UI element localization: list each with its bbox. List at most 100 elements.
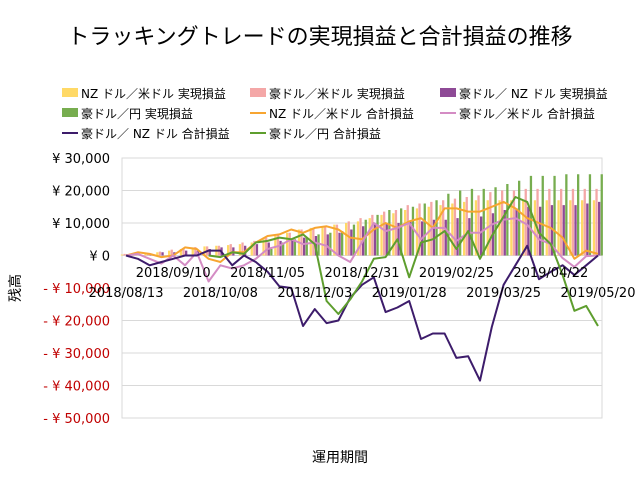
- bar: [265, 237, 268, 256]
- bar: [480, 216, 483, 256]
- bar: [191, 247, 194, 256]
- bar: [451, 203, 454, 256]
- bar: [453, 198, 457, 256]
- bar: [373, 224, 377, 256]
- bar: [447, 193, 450, 256]
- legend: NZ ドル／米ドル 実現損益 豪ドル／米ドル 実現損益 豪ドル／ NZ ドル 実現損…: [62, 86, 608, 141]
- y-tick-label: ¥ 20,000: [52, 185, 110, 200]
- bar: [524, 188, 527, 256]
- bar: [406, 205, 409, 256]
- bar: [168, 250, 171, 256]
- legend-swatch: [62, 88, 78, 97]
- bar: [444, 219, 447, 256]
- bar: [571, 188, 575, 256]
- bar: [282, 242, 285, 256]
- bar: [156, 252, 159, 256]
- bar: [598, 201, 601, 256]
- bar: [293, 239, 297, 256]
- x-tick-label: 2018/11/05: [230, 266, 305, 281]
- bar: [368, 218, 371, 256]
- bar: [120, 254, 124, 256]
- x-tick-label: 2018/08/13: [89, 286, 164, 301]
- x-axis-ticks: 2018/08/13 2018/09/10 2018/10/08 2018/11/05…: [89, 266, 636, 301]
- bar: [498, 200, 501, 256]
- bar: [321, 226, 324, 256]
- bar: [512, 190, 516, 256]
- bar: [338, 232, 341, 256]
- bar: [592, 200, 596, 256]
- bar: [253, 240, 256, 256]
- bar: [371, 214, 374, 256]
- legend-label: 豪ドル／円 合計損益: [269, 126, 381, 141]
- series-line: [125, 200, 599, 263]
- bar: [288, 232, 291, 256]
- bar: [583, 188, 586, 256]
- bar: [423, 203, 426, 256]
- bar: [600, 174, 603, 256]
- legend-label: NZ ドル／米ドル 実現損益: [81, 86, 226, 101]
- bar: [383, 211, 386, 256]
- series-line: [208, 196, 599, 327]
- bar: [400, 208, 403, 256]
- bar: [276, 234, 280, 256]
- bar: [286, 232, 289, 256]
- bar: [347, 221, 350, 256]
- legend-swatch: [440, 88, 456, 97]
- bar: [418, 203, 421, 256]
- bar: [305, 237, 308, 256]
- y-tick-label: ¥ 30,000: [52, 152, 110, 167]
- y-tick-label: - ¥ 20,000: [43, 315, 110, 330]
- legend-label: 豪ドル／円 実現損益: [81, 106, 193, 121]
- bar: [529, 175, 533, 256]
- bar: [388, 210, 391, 256]
- bar: [468, 218, 471, 256]
- x-tick-label: 2018/10/08: [183, 286, 258, 301]
- x-tick-label: 2019/04/22: [513, 266, 588, 281]
- bar: [562, 205, 565, 256]
- bar: [203, 246, 206, 256]
- bar: [303, 237, 306, 256]
- bar: [456, 218, 459, 256]
- legend-label: 豪ドル／ NZ ドル 実現損益: [459, 86, 608, 101]
- bar: [182, 248, 185, 256]
- y-tick-label: ¥ 10,000: [52, 217, 110, 232]
- bar: [515, 208, 518, 256]
- bar: [170, 249, 173, 256]
- bar: [470, 188, 474, 256]
- bar: [341, 231, 344, 256]
- bar: [394, 210, 398, 256]
- bar: [411, 206, 415, 256]
- y-tick-label: ¥ 0: [89, 250, 110, 265]
- bar: [541, 175, 544, 256]
- bar: [123, 253, 126, 256]
- bar: [501, 190, 504, 256]
- bar: [161, 252, 164, 256]
- bar: [489, 192, 492, 256]
- bar: [581, 200, 584, 256]
- bar: [250, 242, 253, 256]
- bar: [185, 250, 188, 256]
- chart-title: トラッキングトレードの実現損益と合計損益の推移: [67, 25, 572, 50]
- bar: [459, 190, 462, 256]
- bar: [557, 200, 560, 256]
- bar: [409, 221, 412, 256]
- bar: [227, 245, 230, 256]
- bar: [439, 205, 442, 256]
- bar: [345, 223, 348, 256]
- bar: [359, 218, 362, 256]
- bar: [577, 174, 580, 256]
- bar: [229, 244, 232, 256]
- bar: [255, 244, 259, 256]
- bar: [569, 200, 572, 256]
- y-axis-ticks: ¥ 30,000 ¥ 20,000 ¥ 10,000 ¥ 0 - ¥ 10,000 - ¥…: [43, 152, 110, 427]
- bar: [404, 210, 407, 256]
- bar: [494, 187, 497, 256]
- bar: [317, 234, 320, 256]
- x-tick-label: 2019/03/25: [466, 286, 541, 301]
- bar: [565, 174, 568, 256]
- legend-swatch: [250, 88, 266, 97]
- bar: [397, 223, 400, 256]
- bar: [392, 213, 395, 256]
- bar: [588, 174, 592, 256]
